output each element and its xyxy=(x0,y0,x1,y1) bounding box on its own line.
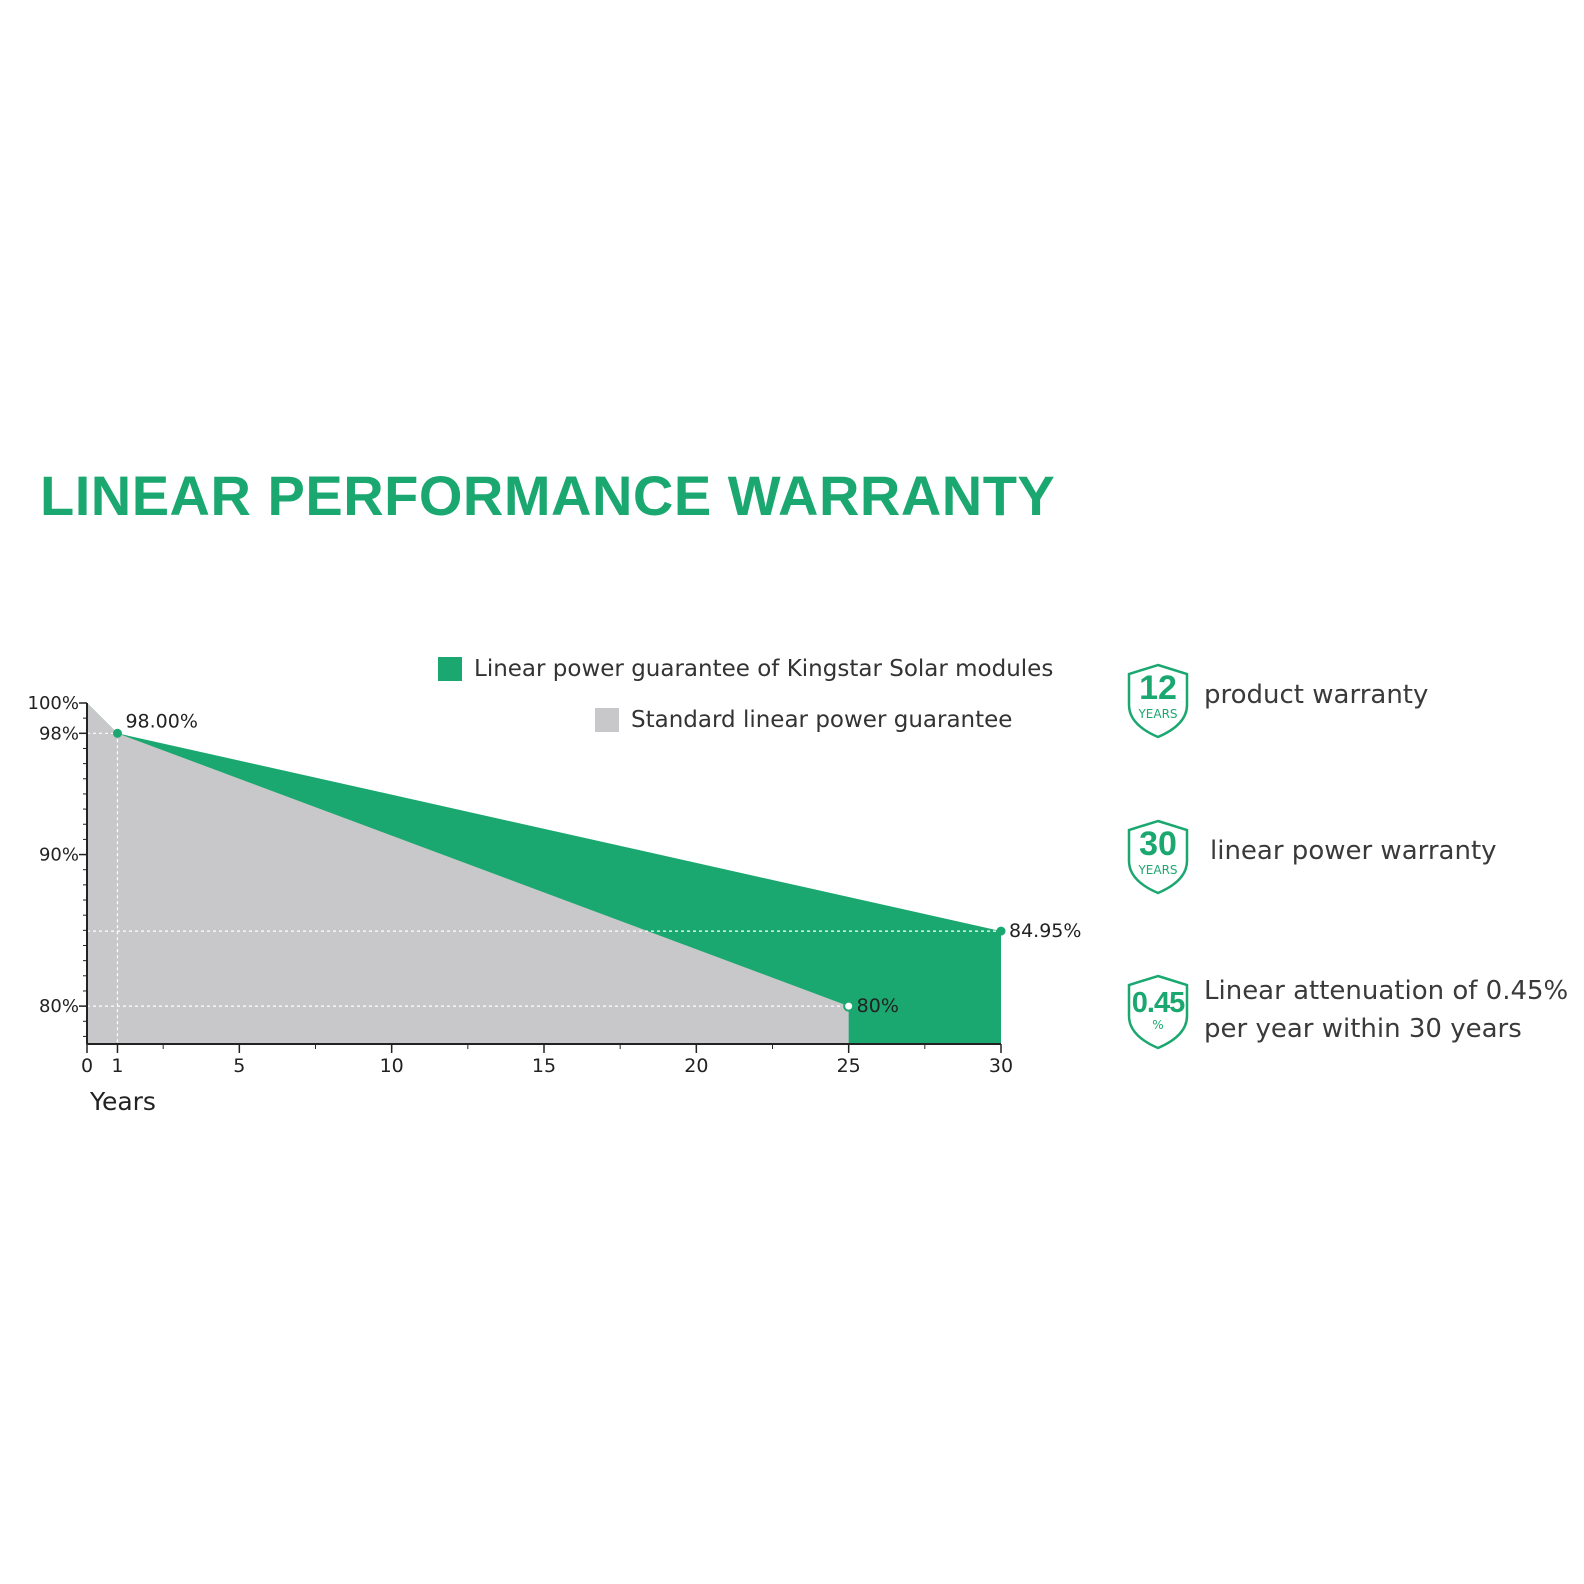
page-title: LINEAR PERFORMANCE WARRANTY xyxy=(40,464,1056,527)
x-tick-label: 20 xyxy=(684,1055,708,1077)
x-tick-label: 30 xyxy=(989,1055,1013,1077)
attenuation-badge: 0.45 % xyxy=(1126,974,1190,1050)
x-tick-label: 5 xyxy=(233,1055,245,1077)
shield-icon xyxy=(1127,974,1189,1050)
feature-line: per year within 30 years xyxy=(1204,1014,1522,1044)
y-tick-label: 98% xyxy=(39,723,79,744)
shield-icon xyxy=(1127,663,1189,739)
badge-unit: % xyxy=(1152,1018,1164,1032)
data-point xyxy=(996,926,1006,936)
x-tick-label: 15 xyxy=(532,1055,556,1077)
legend-label-standard: Standard linear power guarantee xyxy=(631,707,1013,733)
feature-text-linear-warranty: linear power warranty xyxy=(1210,832,1497,870)
legend-swatch-standard xyxy=(595,708,619,732)
feature-line: linear power warranty xyxy=(1210,836,1497,866)
data-label: 80% xyxy=(857,995,899,1017)
x-tick-label: 10 xyxy=(380,1055,404,1077)
feature-text-attenuation: Linear attenuation of 0.45% per year wit… xyxy=(1204,972,1568,1048)
feature-text-product-warranty: product warranty xyxy=(1204,676,1428,714)
y-tick-label: 100% xyxy=(28,693,79,714)
data-point xyxy=(112,728,122,738)
x-tick-label: 0 xyxy=(81,1055,93,1077)
performance-chart: 100%98%90%80%0 1 5 10 15 20 25 30Years98.00%80%… xyxy=(28,693,1082,1116)
x-tick-label: 1 xyxy=(111,1055,123,1077)
data-point xyxy=(843,1000,855,1012)
product-warranty-badge: 12 YEARS xyxy=(1126,663,1190,739)
badge-unit: YEARS xyxy=(1138,707,1178,721)
linear-warranty-badge: 30 YEARS xyxy=(1126,819,1190,895)
legend-item-standard: Standard linear power guarantee xyxy=(595,707,1012,733)
data-label: 98.00% xyxy=(125,710,197,732)
area-standard xyxy=(87,703,849,1044)
badge-number: 0.45 xyxy=(1131,987,1185,1019)
legend-swatch-kingstar xyxy=(438,657,462,681)
data-label: 84.95% xyxy=(1009,920,1081,942)
x-axis-label: Years xyxy=(89,1087,156,1116)
x-tick-label: 25 xyxy=(837,1055,861,1077)
badge-number: 30 xyxy=(1139,825,1177,863)
feature-line: product warranty xyxy=(1204,680,1429,710)
y-tick-label: 80% xyxy=(39,996,79,1017)
legend-label-kingstar: Linear power guarantee of Kingstar Solar… xyxy=(474,656,1054,682)
feature-line: Linear attenuation of 0.45% xyxy=(1204,976,1569,1006)
badge-unit: YEARS xyxy=(1138,863,1178,877)
y-tick-label: 90% xyxy=(39,845,79,866)
shield-icon xyxy=(1127,819,1189,895)
badge-number: 12 xyxy=(1139,669,1177,707)
legend-item-kingstar: Linear power guarantee of Kingstar Solar… xyxy=(438,656,1053,682)
